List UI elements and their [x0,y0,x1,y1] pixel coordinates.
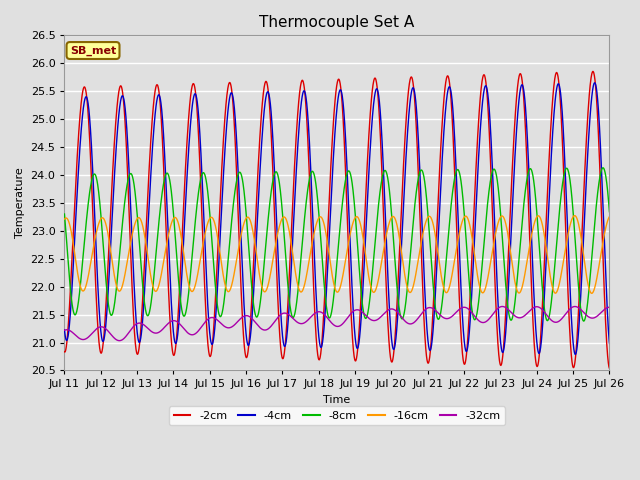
Title: Thermocouple Set A: Thermocouple Set A [259,15,415,30]
Text: SB_met: SB_met [70,46,116,56]
X-axis label: Time: Time [323,395,351,405]
Y-axis label: Temperature: Temperature [15,168,25,238]
Legend: -2cm, -4cm, -8cm, -16cm, -32cm: -2cm, -4cm, -8cm, -16cm, -32cm [169,406,505,425]
